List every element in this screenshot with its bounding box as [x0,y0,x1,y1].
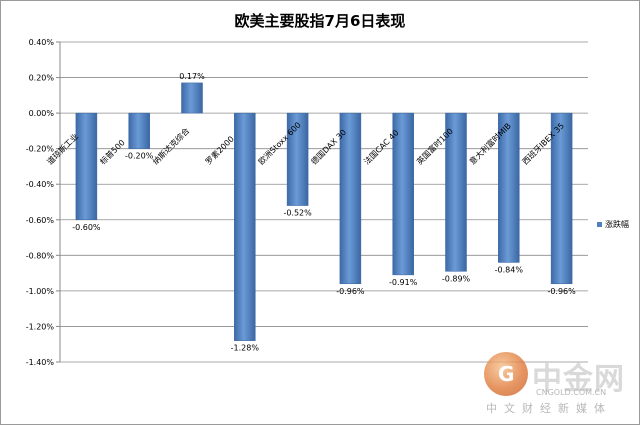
bar [339,112,362,285]
cngold-watermark: G 中金网 CNGOLD.COM.CN 中文财经新媒体 [484,352,634,417]
y-tick-label: -0.80% [26,251,55,260]
bar [392,112,414,276]
bar [286,112,309,206]
y-tick-label: -0.20% [26,145,55,154]
bar-value-label: -0.52% [283,209,312,218]
cngold-logo-icon: G [484,352,528,396]
bar-value-label: -0.20% [125,152,154,161]
category-label: 罗素2000 [203,134,236,167]
y-tick-label: -0.40% [26,180,55,189]
watermark-name: 中金网 [532,362,625,397]
y-tick-label: -1.40% [26,358,55,367]
bar [181,82,203,114]
y-tick-label: 0.20% [29,74,55,83]
watermark-url: CNGOLD.COM.CN [536,388,607,397]
legend-label: 涨跌幅 [605,219,629,229]
bar [550,112,573,285]
bar [75,112,98,221]
y-tick-label: -1.00% [26,287,55,296]
watermark-subtitle: 中文财经新媒体 [486,402,612,415]
bar [445,112,467,272]
bar-value-label: -1.28% [231,344,260,353]
y-tick-label: 0.40% [29,38,55,47]
bar [234,112,256,341]
bar [498,112,520,263]
chart-title: 欧美主要股指7月6日表现 [234,12,406,30]
bar-value-label: -0.96% [336,287,365,296]
bar-value-label: 0.17% [179,72,205,81]
category-label: 标普500 [98,137,127,166]
bar [128,112,150,149]
y-tick-label: -0.60% [26,216,55,225]
y-tick-label: -1.20% [26,322,55,331]
bar-value-label: -0.96% [547,287,576,296]
legend-swatch [597,222,602,227]
y-tick-label: 0.00% [29,109,55,118]
bar-value-label: -0.89% [442,274,471,283]
category-label: 纳斯达克综合 [150,126,191,167]
bar-value-label: -0.60% [72,223,101,232]
bar-value-label: -0.91% [389,278,418,287]
bar-value-label: -0.84% [495,265,524,274]
